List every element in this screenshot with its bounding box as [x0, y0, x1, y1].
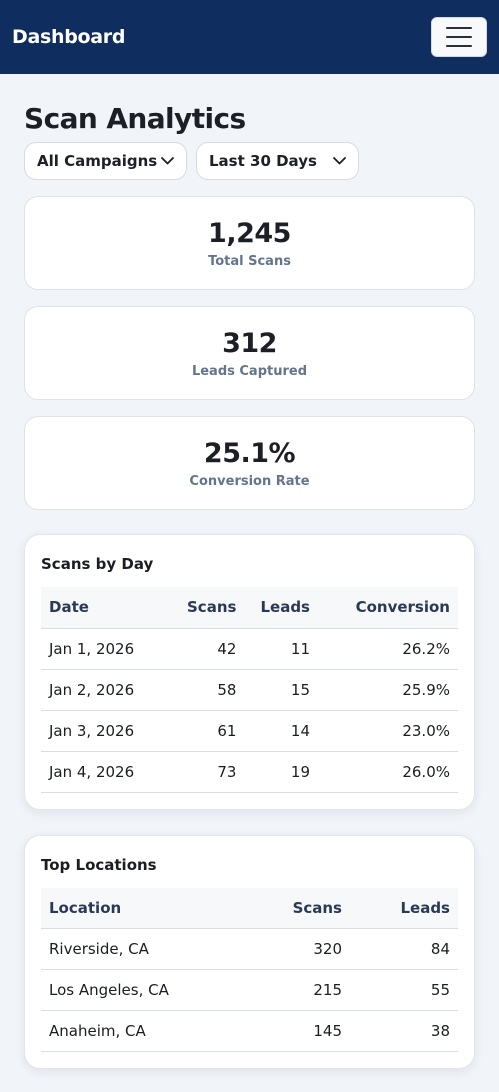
cell-scans: 73	[171, 751, 245, 793]
hamburger-menu-icon	[446, 45, 472, 47]
table-row: Jan 1, 2026 42 11 26.2%	[41, 628, 458, 670]
cell-conversion: 26.0%	[318, 751, 458, 793]
stat-value: 25.1%	[203, 437, 296, 469]
scans-by-day-table: Date Scans Leads Conversion Jan 1, 2026 …	[41, 587, 458, 793]
cell-date: Jan 1, 2026	[41, 628, 171, 670]
cell-leads: 15	[244, 669, 318, 711]
cell-leads: 14	[244, 710, 318, 752]
stat-value: 1,245	[208, 217, 291, 249]
column-header-scans: Scans	[230, 887, 350, 929]
hamburger-menu-icon	[446, 27, 472, 29]
menu-toggle-button[interactable]	[431, 17, 487, 57]
cell-leads: 19	[244, 751, 318, 793]
cell-location: Los Angeles, CA	[41, 969, 230, 1011]
table-row: Jan 3, 2026 61 14 23.0%	[41, 710, 458, 752]
campaign-select-value: All Campaigns	[37, 152, 158, 170]
cell-leads: 84	[350, 928, 458, 970]
column-header-date: Date	[41, 587, 171, 629]
table-row: Jan 4, 2026 73 19 26.0%	[41, 751, 458, 793]
cell-scans: 145	[230, 1010, 350, 1052]
date-range-select[interactable]: Last 30 Days	[196, 142, 359, 180]
stat-label: Leads Captured	[191, 363, 308, 379]
cell-leads: 38	[350, 1010, 458, 1052]
column-header-location: Location	[41, 887, 230, 929]
stat-label: Total Scans	[208, 253, 291, 269]
cell-location: Anaheim, CA	[41, 1010, 230, 1052]
stat-card-total-scans: 1,245 Total Scans	[24, 196, 475, 290]
cell-date: Jan 3, 2026	[41, 710, 171, 752]
stat-label: Conversion Rate	[189, 473, 310, 489]
cell-scans: 58	[171, 669, 245, 711]
stat-card-conversion-rate: 25.1% Conversion Rate	[24, 416, 475, 510]
table-header-row: Date Scans Leads Conversion	[41, 587, 458, 629]
table-row: Los Angeles, CA 215 55	[41, 969, 458, 1011]
top-locations-table: Location Scans Leads Riverside, CA 320 8…	[41, 887, 458, 1052]
table-header-row: Location Scans Leads	[41, 887, 458, 929]
cell-scans: 61	[171, 710, 245, 752]
main-content: Scan Analytics All Campaigns Last 30 Day…	[0, 74, 499, 1069]
table-row: Anaheim, CA 145 38	[41, 1010, 458, 1052]
chevron-down-icon	[161, 155, 174, 168]
hamburger-menu-icon	[446, 36, 472, 38]
stat-card-leads-captured: 312 Leads Captured	[24, 306, 475, 400]
filter-bar: All Campaigns Last 30 Days	[24, 142, 475, 180]
cell-date: Jan 4, 2026	[41, 751, 171, 793]
cell-scans: 42	[171, 628, 245, 670]
table-row: Jan 2, 2026 58 15 25.9%	[41, 669, 458, 711]
top-locations-card: Top Locations Location Scans Leads River…	[24, 834, 475, 1069]
card-title: Scans by Day	[41, 555, 154, 573]
date-range-select-value: Last 30 Days	[209, 152, 317, 170]
cell-date: Jan 2, 2026	[41, 669, 171, 711]
cell-conversion: 25.9%	[318, 669, 458, 711]
top-navbar: Dashboard	[0, 0, 499, 74]
brand-title[interactable]: Dashboard	[12, 26, 126, 48]
cell-conversion: 26.2%	[318, 628, 458, 670]
cell-leads: 55	[350, 969, 458, 1011]
scans-by-day-card: Scans by Day Date Scans Leads Conversion…	[24, 534, 475, 810]
column-header-scans: Scans	[171, 587, 245, 629]
chevron-down-icon	[333, 155, 346, 168]
cell-location: Riverside, CA	[41, 928, 230, 970]
cell-leads: 11	[244, 628, 318, 670]
cell-scans: 215	[230, 969, 350, 1011]
column-header-leads: Leads	[244, 587, 318, 629]
column-header-leads: Leads	[350, 887, 458, 929]
card-title: Top Locations	[41, 855, 157, 874]
page-title: Scan Analytics	[24, 102, 246, 135]
cell-conversion: 23.0%	[318, 710, 458, 752]
campaign-select[interactable]: All Campaigns	[24, 142, 187, 180]
stat-value: 312	[222, 327, 277, 359]
cell-scans: 320	[230, 928, 350, 970]
table-row: Riverside, CA 320 84	[41, 928, 458, 970]
column-header-conversion: Conversion	[318, 587, 458, 629]
